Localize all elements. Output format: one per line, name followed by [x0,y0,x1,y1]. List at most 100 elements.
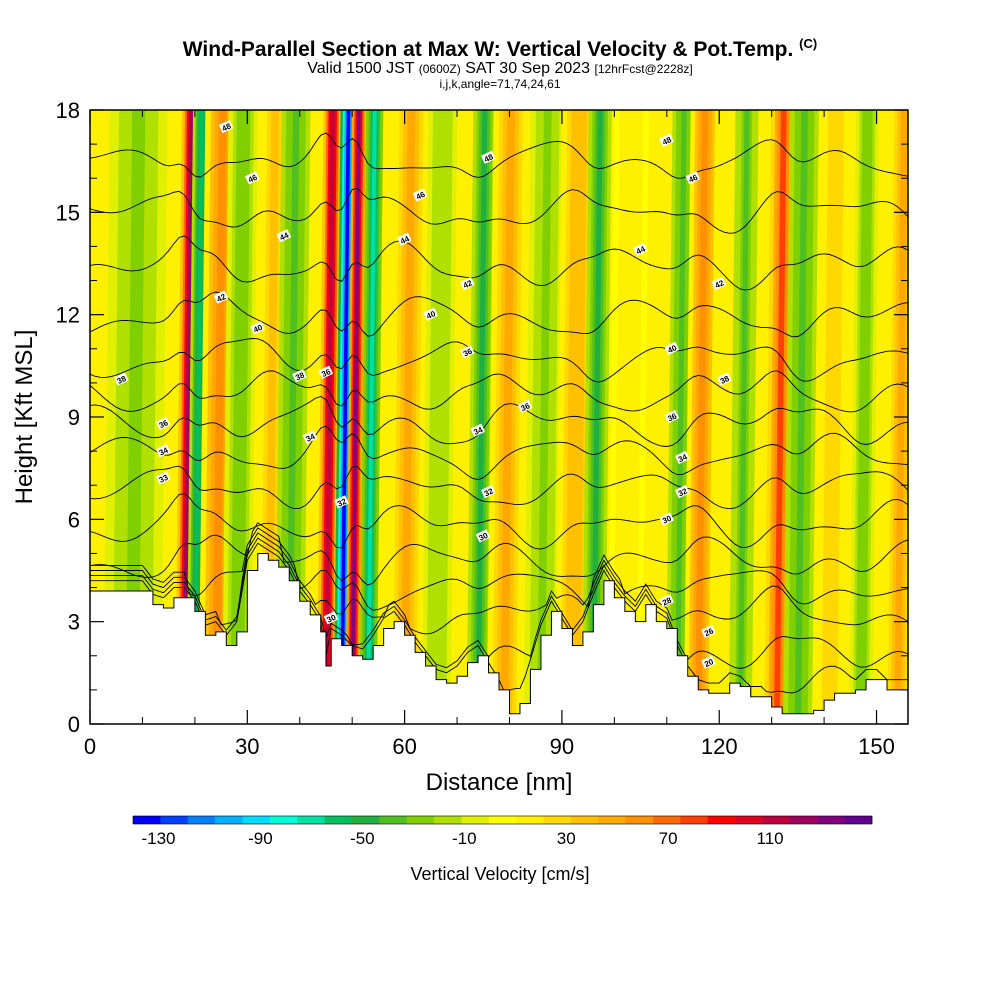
colorbar-swatch [269,816,298,824]
colorbar-tick-label: 110 [757,829,784,848]
theta-label-text: 38 [116,374,128,386]
y-tick-label: 15 [56,200,80,225]
colorbar-tick-label: -130 [141,829,175,848]
theta-contour [90,132,908,179]
valid-zulu: (0600Z) [418,62,461,76]
theta-contour-label: 38 [113,372,129,386]
velocity-band [590,110,603,724]
theta-label-text: 48 [661,135,673,147]
velocity-band [233,110,248,724]
colorbar-swatch [680,816,709,824]
y-tick-label: 0 [68,712,80,737]
velocity-band [365,110,377,724]
theta-contour [90,187,908,234]
theta-contour [90,396,908,447]
theta-contour-label: 28 [659,594,674,608]
theta-contour-label: 34 [470,423,486,437]
theta-label-text: 46 [247,172,259,184]
theta-label-text: 36 [462,346,474,358]
theta-label-text: 30 [478,531,490,543]
valid-time: Valid 1500 JST [307,60,415,77]
theta-contour-label: 34 [674,450,690,464]
terrain-surface [90,552,908,724]
velocity-band [500,110,515,724]
chart-title-text: Wind-Parallel Section at Max W: Vertical… [182,38,794,61]
velocity-band [432,110,447,724]
velocity-band [620,110,636,724]
theta-contour-label: 46 [245,171,260,185]
theta-label-text: 30 [325,613,337,625]
velocity-band [858,110,871,724]
colorbar-swatch [570,816,599,824]
colorbar-swatch [762,816,791,824]
x-tick-label: 90 [550,734,574,759]
theta-contour-label: 36 [664,409,680,423]
colorbar-swatch [242,816,271,824]
y-tick-label: 6 [68,507,80,532]
colorbar-swatch [516,816,544,824]
theta-contour [90,532,908,635]
colorbar-swatch [625,816,654,824]
colorbar-swatch [160,816,189,824]
colorbar-tick-label: 30 [557,829,576,848]
theta-contour-label: 32 [334,495,349,509]
colorbar-swatch [324,816,353,824]
theta-label-text: 28 [661,595,673,607]
theta-label-text: 32 [483,486,495,498]
colorbar-swatch [351,816,380,824]
theta-contour-label: 46 [412,188,428,202]
theta-contour-label: 40 [250,321,265,335]
x-tick-label: 60 [392,734,416,759]
theta-label-text: 34 [677,452,689,464]
theta-label-text: 36 [158,418,170,430]
theta-contour-label: 36 [459,345,475,359]
y-tick-label: 12 [56,303,80,328]
colorbar-swatch [653,816,681,824]
theta-contour-label: 44 [276,229,292,243]
theta-contour-label: 48 [659,133,674,147]
velocity-band [774,110,787,724]
colorbar-tick-label: 70 [659,829,678,848]
x-tick-label: 0 [84,734,96,759]
colorbar-frame [132,815,873,825]
velocity-band [182,110,194,724]
theta-label-text: 42 [714,278,726,290]
velocity-band [674,110,687,724]
theta-label-text: 44 [399,234,411,246]
theta-contour-label: 20 [701,655,716,669]
theta-label-text: 34 [305,432,317,444]
chart-subtitle: Valid 1500 JST (0600Z) SAT 30 Sep 2023 [… [0,60,1000,78]
theta-label-text: 46 [415,190,427,202]
theta-label-text: 44 [278,230,290,242]
theta-contour [90,425,908,480]
theta-contour-label: 32 [480,484,496,498]
theta-contour-label: 30 [475,529,491,543]
theta-label-text: 42 [462,278,474,290]
colorbar-swatch [817,816,845,824]
y-tick-label: 3 [68,610,80,635]
theta-contour-label: 36 [155,416,171,430]
theta-label-text: 36 [519,401,531,413]
theta-label-text: 40 [666,343,678,355]
velocity-band [794,110,808,724]
velocity-band [350,110,361,724]
colorbar-swatch [543,816,572,824]
theta-contour [90,370,908,413]
theta-contour [90,537,908,669]
x-tick-label: 150 [858,734,895,759]
velocity-band [737,110,750,724]
colorbar-tick-label: -90 [248,829,273,848]
theta-contour-label: 30 [659,512,674,526]
velocity-field [90,110,908,724]
theta-label-text: 32 [677,486,689,498]
colorbar-swatch [187,816,216,824]
colorbar-swatch [789,816,818,824]
theta-label-text: 33 [158,473,170,485]
theta-contour-label: 38 [716,372,732,386]
theta-label-text: 34 [472,425,484,437]
colorbar-tick-label: -50 [350,829,375,848]
theta-contour-label: 46 [685,171,701,185]
velocity-band [192,110,204,724]
